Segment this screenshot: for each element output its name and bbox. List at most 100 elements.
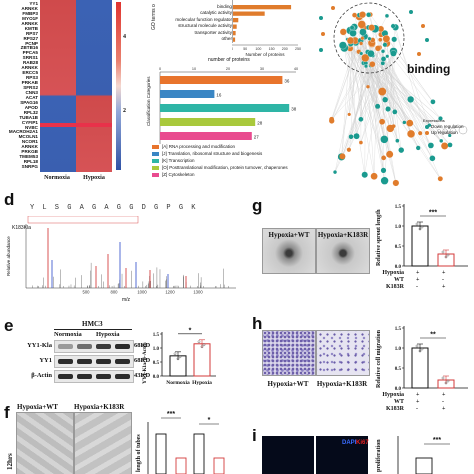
panel-label-d: d — [4, 190, 15, 209]
gene-label: APOD — [24, 104, 38, 110]
gene-label: PCNP — [25, 40, 38, 46]
kog-bar — [160, 118, 256, 126]
network-node — [359, 41, 364, 46]
gene-label: SNRPG — [21, 164, 38, 170]
bar-point — [444, 381, 448, 385]
go-bar — [233, 11, 265, 16]
migration-label-wt: Hypoxia+WT — [267, 380, 309, 388]
migration-ylabel: Relative cell migration — [376, 330, 382, 388]
network-node — [398, 147, 404, 153]
bar-point — [441, 250, 445, 254]
bar-y-tick-label: 0.5 — [395, 245, 402, 250]
tubes-sig-label: * — [208, 417, 211, 424]
network-node — [437, 176, 443, 182]
blot-strip — [54, 340, 134, 353]
network-edge — [359, 15, 385, 181]
go-x-tick-label: 250 — [295, 47, 301, 51]
network-node — [380, 56, 387, 62]
network-node — [416, 145, 421, 151]
network-graph — [319, 2, 468, 187]
migration-chart: Relative cell migration 0.0 0.5 1.0 1.5 ** H… — [370, 312, 474, 422]
condition-value: - — [442, 399, 444, 405]
kog-legend-swatch — [152, 173, 159, 177]
network-node — [382, 42, 388, 48]
ms-peptide: K183Kla — [12, 225, 31, 231]
blot-band — [77, 344, 92, 349]
kog-x-tick-label: 10 — [192, 67, 196, 71]
gene-label: MCOLN1 — [18, 134, 38, 140]
kog-x-tick-label: 40 — [294, 67, 298, 71]
bar — [411, 225, 429, 267]
network-node — [349, 25, 355, 30]
heatmap-col-label-hypoxia: Hypoxia — [83, 175, 105, 181]
blot-band — [115, 359, 130, 364]
go-category-label: molecular function regulator — [175, 16, 232, 22]
tubes-bar — [175, 457, 187, 474]
network-node — [392, 109, 398, 115]
network-node — [439, 139, 443, 143]
gene-label: PPCA5 — [22, 50, 38, 56]
network-edge — [392, 26, 430, 126]
network-node — [359, 11, 367, 19]
network-node — [367, 36, 372, 41]
kog-plot: 0 10 20 30 40 36 16 38 28 27 — [159, 67, 298, 144]
bar-y-tick-label: 1.0 — [395, 225, 402, 230]
network-node — [331, 6, 335, 10]
network-node — [392, 179, 399, 187]
gene-label: PRKGB — [21, 149, 38, 155]
heatmap-normoxia-column — [40, 0, 76, 172]
heatmap-row-highlight — [40, 123, 112, 127]
heatmap-panel: YY1 ARNKK FMBP3 MYO1F ARNKK KMTB RPS7 RPS27 PCNP… — [0, 0, 140, 185]
blot-row-size: 68KD — [134, 357, 151, 364]
bar-y-tick-label: 1.5 — [395, 327, 402, 332]
blot-row-name: YY1-Kla — [27, 342, 52, 349]
bar-category-label: Hypoxia — [192, 380, 212, 386]
condition-value: + — [416, 277, 420, 283]
sprout-image-k183r: Hypoxia+K183R — [316, 228, 370, 274]
go-bar — [233, 37, 236, 42]
network-edge — [373, 48, 379, 177]
kog-legend-swatch — [152, 159, 159, 163]
network-node — [375, 103, 381, 109]
kog-bar-value: 16 — [216, 93, 222, 98]
condition-value: - — [416, 406, 418, 412]
condition-name: WT — [393, 277, 404, 283]
network-edge — [349, 43, 362, 115]
gene-label: TUBA1B — [19, 114, 38, 120]
network-edge — [344, 47, 365, 175]
network-node — [380, 135, 389, 144]
gene-label-list: YY1 ARNKK FMBP3 MYO1F ARNKK KMTB RPS7 RPS27 PCNP… — [2, 1, 40, 172]
ms-x-tick-label: 1200 — [165, 290, 175, 295]
go-category-label: other — [221, 36, 232, 41]
network-edge — [364, 63, 366, 175]
ms-x-tick-label: 1300 — [193, 290, 203, 295]
network-edge — [342, 64, 373, 157]
network-edge — [382, 53, 394, 92]
kog-legend-swatch — [152, 145, 159, 149]
network-node — [346, 36, 355, 45]
tube-title-k183r: Hypoxia+K183R — [74, 403, 125, 411]
kog-bar-value: 36 — [284, 79, 290, 84]
tube-image-wt: Hypoxia+WT — [16, 412, 74, 474]
western-blot-panel: HMC3 Normoxia Hypoxia YY1-Kla 68KD YY1 68KD… — [10, 320, 150, 390]
network-node — [378, 37, 383, 42]
network-node — [406, 119, 414, 127]
network-edge — [334, 51, 394, 173]
network-node — [348, 134, 354, 140]
kog-bar — [160, 90, 215, 98]
legend-down-label: Down regulation — [431, 124, 464, 129]
network-node — [367, 50, 375, 58]
condition-value: + — [416, 399, 420, 405]
sig-label: * — [189, 327, 192, 334]
condition-value: + — [442, 406, 446, 412]
kog-bar — [160, 104, 290, 112]
ms-sequence-box — [27, 216, 139, 224]
network-node — [438, 116, 443, 121]
blot-group-hypoxia: Hypoxia — [96, 331, 120, 338]
network-node — [319, 16, 323, 20]
sprout-condition-table: Hypoxia + + WT + - K183R - + — [370, 270, 474, 298]
network-node — [385, 106, 391, 112]
kog-bar-value: 28 — [257, 121, 263, 126]
network-edge — [393, 53, 434, 102]
